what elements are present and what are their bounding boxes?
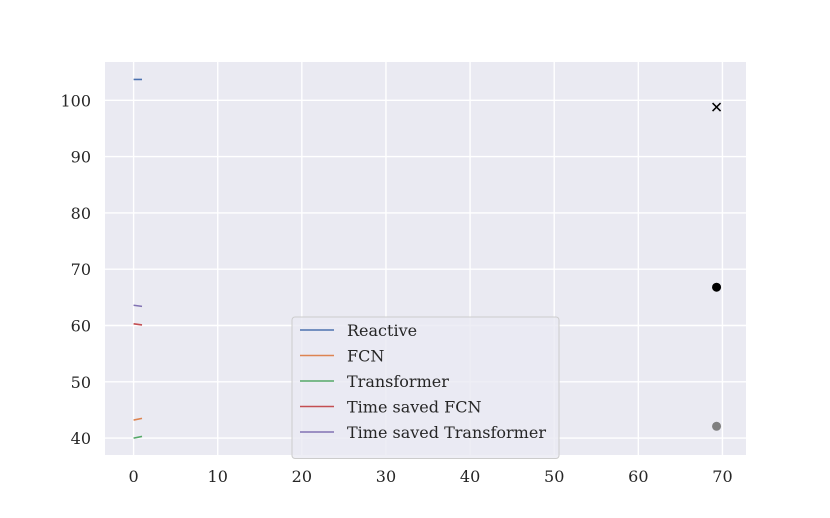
legend-label: FCN (347, 347, 384, 366)
series-line (133, 304, 143, 308)
x-tick-labels: 0 10 20 30 40 50 60 70 (129, 467, 733, 486)
x-tick-label: 10 (208, 467, 228, 486)
y-tick-label: 100 (60, 91, 91, 110)
y-tick-label: 60 (71, 317, 91, 336)
series-lines (133, 78, 143, 439)
legend: Reactive FCN Transformer Time saved FCN Time… (291, 316, 560, 459)
series-line (133, 323, 143, 326)
legend-label: Reactive (347, 321, 417, 340)
x-tick-label: 50 (544, 467, 564, 486)
x-tick-label: 70 (712, 467, 732, 486)
y-tick-label: 40 (71, 429, 91, 448)
legend-label: Time saved Transformer (347, 423, 546, 442)
y-tick-labels: 40 50 60 70 80 90 100 (60, 91, 91, 448)
legend-label: Transformer (347, 372, 449, 391)
legend-label: Time saved FCN (347, 398, 481, 417)
marker-points (712, 102, 722, 431)
x-tick-label: 0 (129, 467, 139, 486)
circle-marker (712, 282, 722, 292)
y-tick-label: 90 (71, 148, 91, 167)
circle-marker (712, 421, 722, 431)
x-marker (712, 102, 722, 112)
series-line (133, 435, 143, 439)
x-tick-label: 30 (376, 467, 396, 486)
x-marker-stroke (712, 102, 722, 112)
x-tick-label: 20 (292, 467, 312, 486)
x-tick-label: 40 (460, 467, 480, 486)
series-line (133, 417, 143, 421)
y-tick-label: 50 (71, 373, 91, 392)
y-tick-label: 70 (71, 260, 91, 279)
legend-box (291, 316, 560, 459)
x-tick-label: 60 (628, 467, 648, 486)
y-tick-label: 80 (71, 204, 91, 223)
